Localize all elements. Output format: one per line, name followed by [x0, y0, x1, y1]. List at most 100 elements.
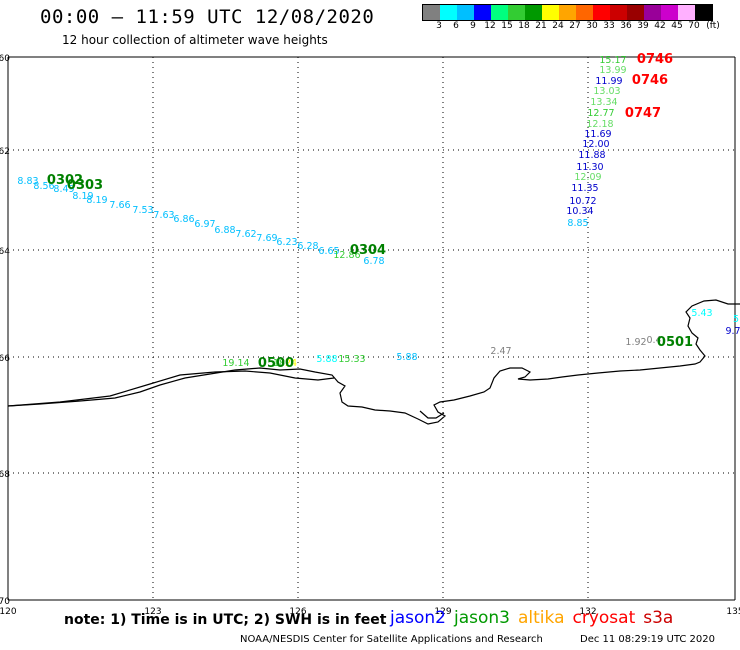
- satellite-name: s3a: [643, 608, 674, 628]
- legend-swatch: [593, 5, 610, 20]
- swh-value-label: 11.88: [578, 150, 605, 161]
- y-tick-label: -68: [0, 470, 10, 480]
- swh-value-label: 8.83: [17, 176, 38, 187]
- track-time-label: 0500: [258, 356, 294, 371]
- swh-value-label: 6.97: [194, 219, 215, 230]
- legend-swatch: [542, 5, 559, 20]
- legend-label: 36: [620, 21, 632, 31]
- swh-value-label: 6.78: [363, 256, 384, 267]
- swh-value-label: 5.88: [316, 354, 337, 365]
- x-tick-label: 123: [144, 607, 161, 617]
- map-subtitle: 12 hour collection of altimeter wave hei…: [62, 33, 328, 47]
- swh-value-label: 7.53: [132, 205, 153, 216]
- track-time-label: 0747: [625, 106, 661, 121]
- legend-swatch: [678, 5, 695, 20]
- y-tick-label: -60: [0, 54, 10, 64]
- swh-value-label: 12.09: [574, 172, 601, 183]
- track-time-label: 0302: [47, 173, 83, 188]
- swh-value-label: 1.92: [625, 337, 646, 348]
- x-tick-label: 120: [0, 607, 17, 617]
- swh-value-label: 12.00: [582, 139, 609, 150]
- swh-value-label: 12.86: [333, 250, 360, 261]
- footer-timestamp: Dec 11 08:29:19 UTC 2020: [580, 634, 715, 645]
- legend-label: 12: [484, 21, 496, 31]
- swh-value-label: 6.88: [214, 225, 235, 236]
- swh-value-label: 15.33: [338, 354, 365, 365]
- x-tick-label: 132: [579, 607, 596, 617]
- swh-value-label: 7.66: [109, 200, 130, 211]
- legend-swatch: [559, 5, 576, 20]
- satellite-name: jason2: [390, 608, 446, 628]
- legend-label: 27: [569, 21, 581, 31]
- legend-label: (ft): [706, 21, 720, 31]
- swh-labels: 8.838.568.498.198.19 7.66 7.53 7.636.86 6.97…: [17, 52, 740, 371]
- swh-value-label: 7.69: [256, 233, 277, 244]
- legend-swatch: [491, 5, 508, 20]
- swh-value-label: 6.23: [276, 237, 297, 248]
- legend-label: 30: [586, 21, 598, 31]
- legend-label: 70: [688, 21, 700, 31]
- swh-value-label: 7.62: [235, 229, 256, 240]
- legend-label: 24: [552, 21, 564, 31]
- swh-value-label: 8.49: [53, 184, 74, 195]
- swh-value-label: 8.56: [33, 181, 54, 192]
- legend-swatch: [508, 5, 525, 20]
- legend-label: 6: [453, 21, 459, 31]
- legend-label: 21: [535, 21, 547, 31]
- map-title: 00:00 – 11:59 UTC 12/08/2020: [40, 6, 375, 28]
- legend-swatch: [661, 5, 678, 20]
- legend-swatch: [627, 5, 644, 20]
- swh-value-label: 5.43: [691, 308, 712, 319]
- legend-label: 45: [671, 21, 683, 31]
- satellite-legend: jason2 jason3 altika cryosat s3a: [390, 608, 681, 628]
- swh-value-label: 2.47: [490, 346, 511, 357]
- graticule-grid: [7, 56, 736, 601]
- satellite-name: altika: [518, 608, 565, 628]
- color-scale-legend: [422, 4, 713, 21]
- y-tick-label: -66: [0, 354, 10, 364]
- x-tick-label: 129: [434, 607, 451, 617]
- legend-label: 39: [637, 21, 649, 31]
- legend-swatch: [576, 5, 593, 20]
- y-tick-label: -70: [0, 597, 10, 607]
- legend-swatch: [695, 5, 712, 20]
- swh-value-label: 10.72: [569, 196, 596, 207]
- swh-value-label: 19.14: [222, 358, 249, 369]
- footer-note: note: 1) Time is in UTC; 2) SWH is in fe…: [64, 612, 387, 628]
- swh-value-label: 11.35: [571, 183, 598, 194]
- swh-value-label: 13.99: [599, 65, 626, 76]
- swh-value-label: 8.19: [86, 195, 107, 206]
- coastline-inlet: [7, 370, 445, 419]
- x-tick-label: 135: [726, 607, 740, 617]
- antarctic-coastline: [7, 299, 740, 425]
- y-tick-label: -64: [0, 247, 10, 257]
- swh-value-label: 7.63: [153, 210, 174, 221]
- swh-value-label: 11.30: [576, 162, 603, 173]
- legend-label: 42: [654, 21, 666, 31]
- legend-swatch: [644, 5, 661, 20]
- track-time-label: 0746: [632, 73, 668, 88]
- swh-value-label: 9.7: [725, 326, 740, 337]
- swh-value-label: 24: [285, 358, 297, 369]
- swh-value-label: 12.18: [586, 119, 613, 130]
- swh-value-label: 11.69: [584, 129, 611, 140]
- axis-tick-labels: 120 123 126 129 132 135 -60 -62 -64 -66 -68 -70: [0, 54, 740, 617]
- swh-value-label: 8.85: [567, 218, 588, 229]
- legend-swatch: [440, 5, 457, 20]
- track-time-label: 0501: [657, 335, 693, 350]
- footer-credit: NOAA/NESDIS Center for Satellite Applica…: [240, 634, 543, 645]
- legend-swatch: [474, 5, 491, 20]
- swh-value-label: 12.77: [587, 108, 614, 119]
- track-time-label: 0303: [67, 178, 103, 193]
- swh-value-label: 18: [273, 358, 285, 369]
- legend-label: 15: [501, 21, 513, 31]
- legend-swatch: [423, 5, 440, 20]
- legend-label: 18: [518, 21, 530, 31]
- swh-value-label: 8.19: [72, 191, 93, 202]
- satellite-name: cryosat: [572, 608, 636, 628]
- swh-value-label: 13.34: [590, 97, 617, 108]
- swh-value-label: 5.88: [396, 352, 417, 363]
- swh-value-label: 13.03: [593, 86, 620, 97]
- swh-value-label: 6.65: [318, 246, 339, 257]
